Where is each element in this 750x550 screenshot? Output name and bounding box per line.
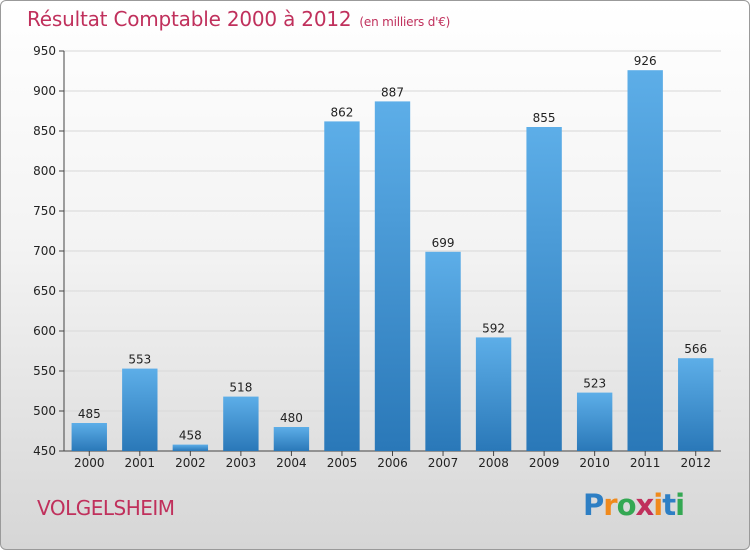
data-label-2011: 926 — [634, 54, 657, 68]
x-tick-label: 2008 — [478, 456, 509, 470]
logo-letter: x — [635, 488, 655, 522]
bar-2000 — [71, 423, 107, 451]
bar-2003 — [223, 396, 259, 451]
bar-2008 — [475, 337, 512, 451]
y-tick-label: 900 — [33, 84, 56, 98]
y-tick-label: 650 — [33, 284, 56, 298]
y-tick-label: 550 — [33, 364, 56, 378]
data-label-2002: 458 — [179, 429, 202, 443]
logo-letter: i — [653, 488, 663, 522]
y-tick-label: 450 — [33, 444, 56, 458]
data-label-2001: 553 — [128, 353, 151, 367]
commune-name: VOLGELSHEIM — [37, 496, 175, 520]
data-label-2006: 887 — [381, 85, 404, 99]
bar-2004 — [273, 427, 310, 451]
x-tick-label: 2004 — [276, 456, 307, 470]
bar-2002 — [172, 444, 209, 451]
x-tick-label: 2007 — [428, 456, 459, 470]
bar-2010 — [576, 392, 613, 451]
bar-2005 — [324, 121, 360, 452]
y-tick-label: 500 — [33, 404, 56, 418]
chart-subtitle: (en milliers d'€) — [359, 15, 451, 29]
bar-2007 — [425, 251, 461, 451]
x-tick-label: 2003 — [226, 456, 257, 470]
x-tick-label: 2011 — [630, 456, 661, 470]
bar-2006 — [374, 101, 411, 452]
y-tick-label: 850 — [33, 124, 56, 138]
chart-title-text: Résultat Comptable 2000 à 2012 — [27, 7, 352, 31]
x-tick-label: 2000 — [74, 456, 105, 470]
x-tick-label: 2009 — [529, 456, 560, 470]
data-label-2008: 592 — [482, 321, 505, 335]
bar-2011 — [627, 70, 663, 451]
logo-letter: i — [675, 488, 685, 522]
data-labels: 485 553 458 518 480 862 887 699 592 855 523 926 566 — [78, 54, 707, 442]
data-label-2012: 566 — [684, 342, 707, 356]
data-label-2004: 480 — [280, 411, 303, 425]
y-tick-label: 600 — [33, 324, 56, 338]
data-label-2000: 485 — [78, 407, 101, 421]
data-label-2005: 862 — [331, 105, 354, 119]
bar-2001 — [122, 368, 158, 451]
y-tick-label: 950 — [33, 44, 56, 58]
x-tick-label: 2010 — [579, 456, 610, 470]
logo-letter: r — [603, 488, 617, 522]
x-tick-label: 2012 — [680, 456, 711, 470]
x-tick-label: 2005 — [327, 456, 358, 470]
x-tick-label: 2002 — [175, 456, 206, 470]
x-tick-label: 2006 — [377, 456, 408, 470]
bars — [71, 70, 714, 452]
logo-letter: o — [616, 488, 637, 522]
bar-2009 — [526, 127, 562, 451]
y-tick-label: 750 — [33, 204, 56, 218]
x-tick-label: 2001 — [125, 456, 156, 470]
bar-2012 — [678, 358, 714, 451]
y-tick-label: 800 — [33, 164, 56, 178]
logo-letter: t — [662, 488, 676, 522]
data-label-2009: 855 — [533, 111, 556, 125]
chart-title: Résultat Comptable 2000 à 2012 (en millie… — [27, 7, 450, 31]
logo-letter: P — [583, 488, 604, 522]
data-label-2003: 518 — [229, 381, 252, 395]
y-tick-label: 700 — [33, 244, 56, 258]
data-label-2010: 523 — [583, 377, 606, 391]
proxiti-logo[interactable]: Proxiti — [583, 488, 685, 522]
data-label-2007: 699 — [432, 236, 455, 250]
